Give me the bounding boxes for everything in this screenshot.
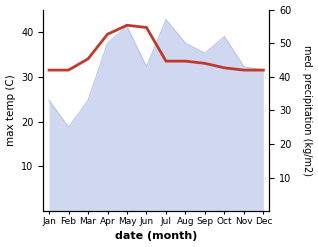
Y-axis label: max temp (C): max temp (C) (5, 75, 16, 146)
X-axis label: date (month): date (month) (115, 231, 197, 242)
Y-axis label: med. precipitation (kg/m2): med. precipitation (kg/m2) (302, 45, 313, 176)
